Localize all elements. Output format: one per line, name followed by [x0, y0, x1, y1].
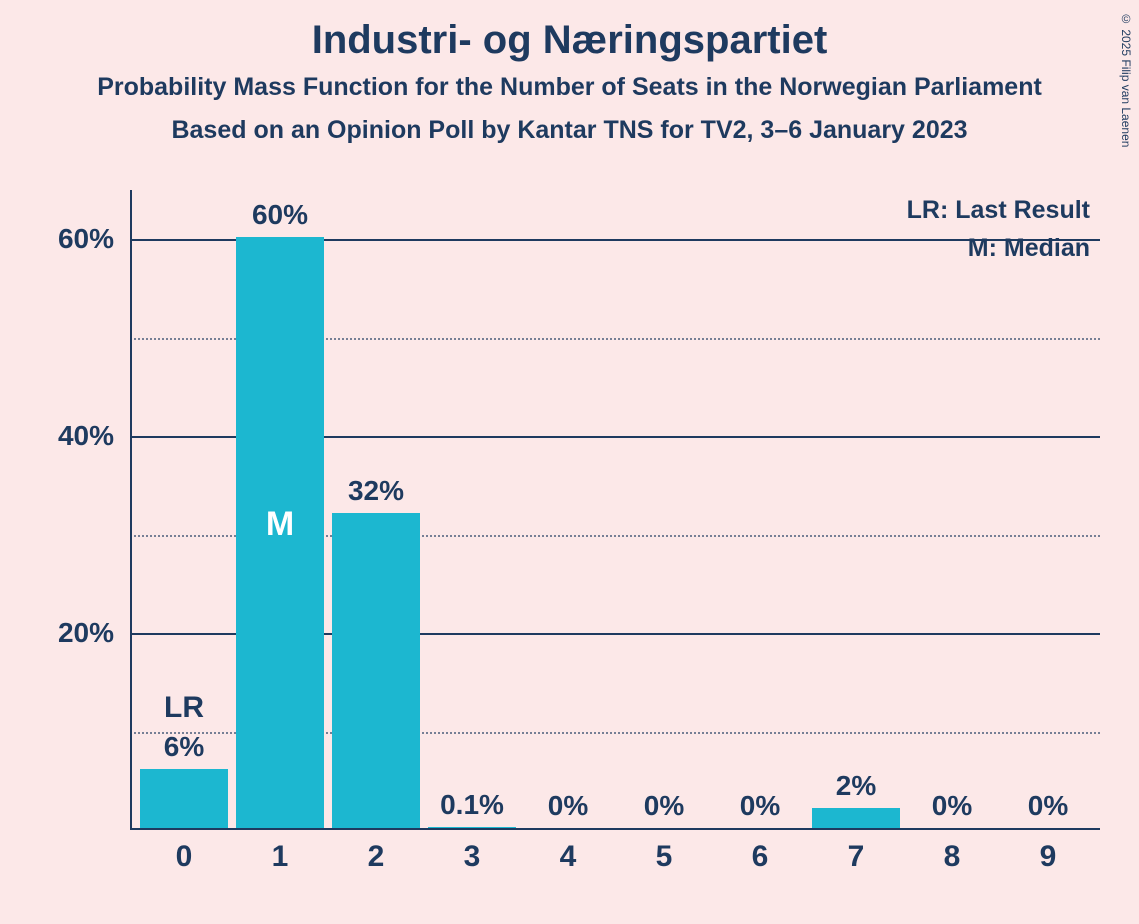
- chart-container: LR: Last Result M: Median 20%40%60%6%LR6…: [40, 190, 1110, 890]
- bar-value-label: 0%: [548, 790, 588, 822]
- x-tick-label: 9: [1004, 840, 1092, 874]
- bar-value-label: 2%: [836, 770, 876, 802]
- x-tick-label: 1: [236, 840, 324, 874]
- bar-annotation: M: [266, 505, 294, 544]
- bar-rect: [332, 513, 420, 828]
- chart-title: Industri- og Næringspartiet: [0, 18, 1139, 63]
- x-tick-label: 3: [428, 840, 516, 874]
- chart-subtitle-1: Probability Mass Function for the Number…: [0, 73, 1139, 102]
- copyright-text: © 2025 Filip van Laenen: [1119, 12, 1133, 147]
- bar-rect: [140, 769, 228, 828]
- x-tick-label: 2: [332, 840, 420, 874]
- chart-subtitle-2: Based on an Opinion Poll by Kantar TNS f…: [0, 116, 1139, 145]
- bar-value-label: 6%: [164, 731, 204, 763]
- x-tick-label: 6: [716, 840, 804, 874]
- bar-annotation: LR: [164, 691, 204, 725]
- bar-value-label: 0%: [1028, 790, 1068, 822]
- y-tick-label: 20%: [34, 617, 114, 649]
- bar-value-label: 60%: [252, 199, 308, 231]
- y-tick-label: 60%: [34, 223, 114, 255]
- bar-value-label: 0%: [932, 790, 972, 822]
- bar-rect: [812, 808, 900, 828]
- x-tick-label: 5: [620, 840, 708, 874]
- bar: 0%: [716, 188, 804, 828]
- bar: 32%: [332, 188, 420, 828]
- bar-value-label: 32%: [348, 475, 404, 507]
- bar-value-label: 0%: [740, 790, 780, 822]
- x-tick-label: 8: [908, 840, 996, 874]
- x-tick-label: 4: [524, 840, 612, 874]
- bar: 0%: [908, 188, 996, 828]
- bar: 60% M: [236, 188, 324, 828]
- bar-rect: [428, 827, 516, 828]
- bar: 2%: [812, 188, 900, 828]
- x-axis: [130, 828, 1100, 830]
- x-tick-label: 7: [812, 840, 900, 874]
- bar: 6% LR: [140, 188, 228, 828]
- bar: 0.1%: [428, 188, 516, 828]
- chart-header: Industri- og Næringspartiet Probability …: [0, 0, 1139, 145]
- y-axis: [130, 190, 132, 830]
- x-tick-label: 0: [140, 840, 228, 874]
- bar: 0%: [1004, 188, 1092, 828]
- bar: 0%: [620, 188, 708, 828]
- y-tick-label: 40%: [34, 420, 114, 452]
- bar-value-label: 0.1%: [440, 789, 504, 821]
- bar: 0%: [524, 188, 612, 828]
- bar-value-label: 0%: [644, 790, 684, 822]
- plot-area: LR: Last Result M: Median 20%40%60%6%LR6…: [130, 190, 1100, 830]
